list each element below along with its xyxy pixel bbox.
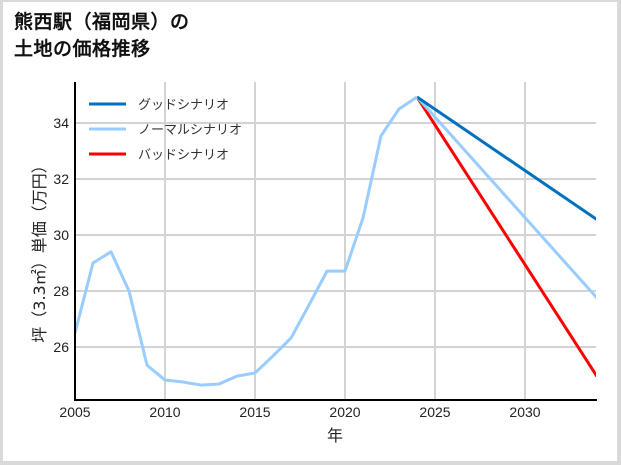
x-axis-title: 年 bbox=[327, 426, 343, 445]
y-axis-title: 坪（3.3㎡）単価（万円） bbox=[30, 157, 49, 342]
series-line-good bbox=[416, 95, 596, 221]
frame-border-top bbox=[0, 0, 621, 2]
axes bbox=[74, 82, 597, 401]
series-lines bbox=[75, 95, 596, 387]
series-line-normal bbox=[415, 95, 596, 300]
y-tick-label: 30 bbox=[53, 227, 69, 243]
chart-title: 熊西駅（福岡県）の 土地の価格推移 bbox=[14, 9, 190, 63]
y-tick-label: 34 bbox=[53, 115, 69, 131]
frame-border-left bbox=[0, 0, 3, 465]
series-line-bad bbox=[415, 96, 596, 378]
legend-label: ノーマルシナリオ bbox=[138, 123, 242, 138]
x-tick-label: 2030 bbox=[509, 404, 540, 420]
grid-lines bbox=[75, 82, 596, 400]
chart-title-line2: 土地の価格推移 bbox=[14, 38, 151, 60]
x-tick-label: 2005 bbox=[59, 404, 90, 420]
y-tick-labels: 26 28 30 32 34 bbox=[53, 115, 69, 355]
x-tick-label: 2025 bbox=[419, 404, 450, 420]
x-tick-labels: 2005 2010 2015 2020 2025 2030 bbox=[59, 404, 540, 420]
legend-label: バッドシナリオ bbox=[138, 148, 229, 163]
chart-title-line1: 熊西駅（福岡県）の bbox=[14, 11, 190, 33]
series-line-historical bbox=[75, 95, 418, 387]
y-tick-label: 28 bbox=[53, 283, 69, 299]
y-tick-label: 26 bbox=[53, 339, 69, 355]
x-tick-label: 2020 bbox=[329, 404, 360, 420]
y-tick-label: 32 bbox=[53, 171, 69, 187]
legend-label: グッドシナリオ bbox=[138, 98, 229, 113]
x-tick-label: 2010 bbox=[149, 404, 180, 420]
x-tick-label: 2015 bbox=[239, 404, 270, 420]
